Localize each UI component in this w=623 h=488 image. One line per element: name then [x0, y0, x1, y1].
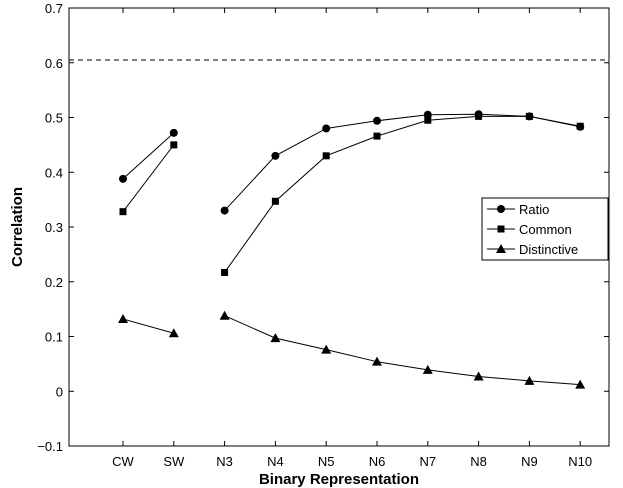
y-tick-label: −0.1	[37, 439, 63, 454]
x-axis-title: Binary Representation	[259, 471, 419, 488]
data-point-ratio	[322, 124, 330, 132]
data-point-common	[170, 141, 177, 148]
data-point-ratio	[119, 175, 127, 183]
x-tick-label: N7	[419, 454, 436, 469]
data-point-common	[424, 117, 431, 124]
y-tick-label: 0.1	[45, 330, 63, 345]
legend-marker-common	[498, 226, 505, 233]
series-line-distinctive	[225, 316, 581, 385]
legend-marker-ratio	[497, 205, 505, 213]
data-point-ratio	[271, 152, 279, 160]
x-tick-label: N9	[521, 454, 538, 469]
y-tick-label: 0.5	[45, 111, 63, 126]
x-tick-label: N8	[470, 454, 487, 469]
legend-label-common: Common	[519, 222, 572, 237]
x-tick-label: N4	[267, 454, 284, 469]
x-tick-label: CW	[112, 454, 134, 469]
x-tick-label: N10	[568, 454, 592, 469]
data-point-common	[526, 113, 533, 120]
data-point-ratio	[170, 129, 178, 137]
data-point-distinctive	[220, 311, 230, 320]
y-tick-label: 0.2	[45, 275, 63, 290]
x-tick-label: N6	[369, 454, 386, 469]
data-point-distinctive	[118, 314, 128, 323]
series-line-common	[123, 145, 174, 212]
y-tick-label: 0.7	[45, 1, 63, 16]
y-axis-title: Correlation	[9, 187, 26, 267]
data-point-common	[475, 113, 482, 120]
x-tick-label: SW	[163, 454, 185, 469]
data-point-distinctive	[270, 333, 280, 342]
series-distinctive	[118, 311, 585, 389]
legend-label-ratio: Ratio	[519, 202, 549, 217]
x-tick-label: N5	[318, 454, 335, 469]
data-point-common	[577, 123, 584, 130]
legend: Ratio Common Distinctive	[482, 198, 608, 260]
y-tick-label: 0.4	[45, 165, 63, 180]
data-point-common	[374, 133, 381, 140]
series-line-ratio	[123, 133, 174, 179]
data-point-ratio	[373, 117, 381, 125]
y-tick-label: 0.6	[45, 56, 63, 71]
legend-label-distinctive: Distinctive	[519, 242, 578, 257]
x-tick-label: N3	[216, 454, 233, 469]
data-point-common	[221, 269, 228, 276]
y-tick-label: 0.3	[45, 220, 63, 235]
series-line-distinctive	[123, 319, 174, 333]
data-point-common	[120, 208, 127, 215]
data-point-common	[323, 152, 330, 159]
y-tick-label: 0	[56, 384, 63, 399]
data-point-common	[272, 198, 279, 205]
data-point-ratio	[221, 207, 229, 215]
